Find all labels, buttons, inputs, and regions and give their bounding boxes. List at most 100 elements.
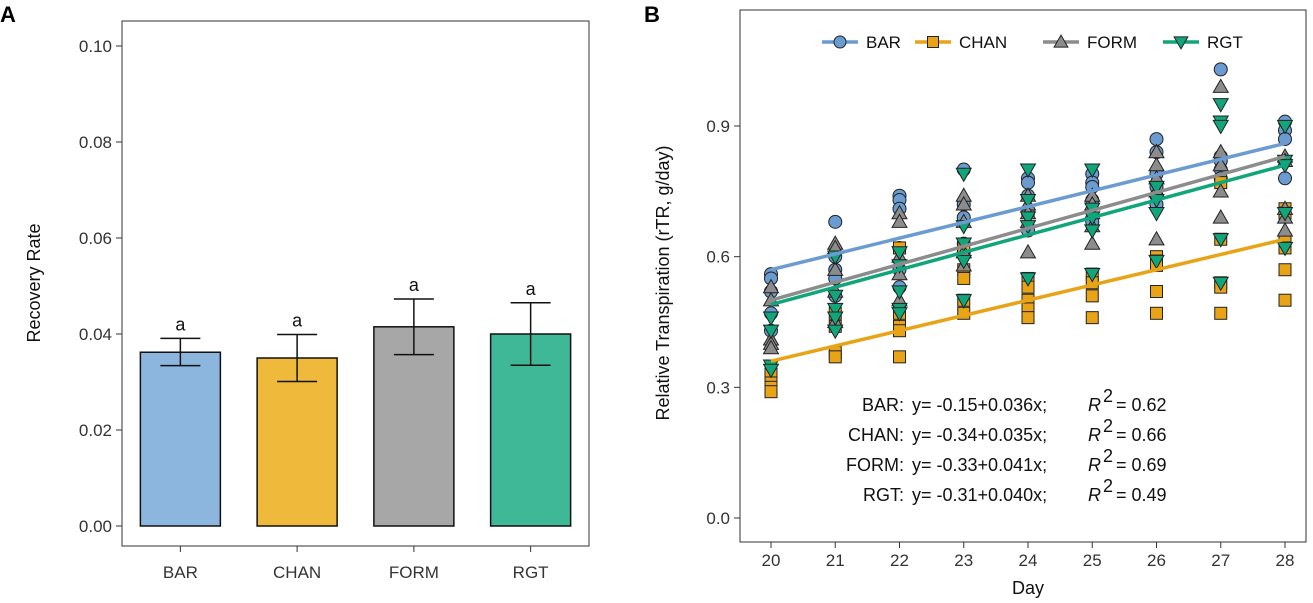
legend-label-form: FORM xyxy=(1087,33,1137,52)
y-tick-label: 0.0 xyxy=(706,509,730,528)
equation-group: RGT: xyxy=(863,485,904,505)
panel-b-x-axis: 20 21 22 23 24 25 26 27 28 xyxy=(762,542,1295,570)
x-tick-label: BAR xyxy=(163,563,198,582)
point-form xyxy=(891,213,908,228)
point-chan xyxy=(1278,263,1292,277)
panel-a-bars: a a a a xyxy=(139,275,572,527)
equation-r2-exponent: 2 xyxy=(1103,476,1113,496)
point-chan xyxy=(764,385,778,399)
point-form xyxy=(955,195,973,211)
panel-b-plot-border xyxy=(739,9,1307,543)
legend-label-chan: CHAN xyxy=(959,33,1007,52)
bar-chan xyxy=(256,357,338,527)
y-tick-label: 0.9 xyxy=(706,117,730,136)
panel-b-x-axis-title: Day xyxy=(1012,578,1044,598)
equation-r2-value: = 0.66 xyxy=(1116,425,1167,445)
point-chan xyxy=(957,271,971,285)
bar-bar xyxy=(139,351,222,527)
point-chan xyxy=(1214,306,1228,320)
point-rgt xyxy=(1276,119,1294,135)
point-rgt xyxy=(1212,233,1230,248)
x-tick-label: 27 xyxy=(1211,551,1230,570)
x-tick-label: 22 xyxy=(890,551,909,570)
point-bar xyxy=(1149,132,1164,147)
point-rgt xyxy=(762,324,780,340)
equation-r2-value: = 0.69 xyxy=(1116,455,1167,475)
point-chan xyxy=(1085,311,1099,325)
point-form xyxy=(1276,222,1294,237)
y-tick-label: 0.6 xyxy=(706,248,730,267)
point-bar xyxy=(1278,171,1292,186)
x-tick-label: 25 xyxy=(1083,551,1102,570)
y-tick-label: 0.10 xyxy=(79,37,112,56)
point-rgt xyxy=(1019,193,1037,209)
point-rgt xyxy=(1019,163,1037,179)
equation-formula: y= -0.34+0.035x; xyxy=(912,425,1047,445)
x-tick-label: CHAN xyxy=(273,563,321,582)
fit-line-rgt xyxy=(770,163,1286,307)
point-form xyxy=(1212,208,1230,224)
bar-form xyxy=(373,326,455,527)
panel-a-y-axis: 0.00 0.02 0.04 0.06 0.08 0.10 xyxy=(79,37,122,536)
significance-label: a xyxy=(526,279,537,299)
panel-label-b: B xyxy=(644,2,660,27)
panel-a-y-axis-title: Recovery Rate xyxy=(24,223,44,342)
x-tick-label: 28 xyxy=(1276,551,1295,570)
point-rgt xyxy=(1083,163,1101,179)
equation-r2-exponent: 2 xyxy=(1103,386,1113,406)
point-form xyxy=(826,261,844,276)
point-rgt xyxy=(1276,207,1294,222)
point-chan xyxy=(1150,306,1163,320)
x-tick-label: 24 xyxy=(1019,551,1038,570)
point-form xyxy=(1212,182,1230,198)
point-form xyxy=(1083,235,1101,250)
point-rgt xyxy=(1083,267,1101,283)
point-rgt xyxy=(955,254,973,270)
x-tick-label: 26 xyxy=(1147,551,1166,570)
point-rgt xyxy=(762,363,780,379)
point-form xyxy=(1148,230,1165,246)
point-rgt xyxy=(826,311,844,327)
x-tick-label: RGT xyxy=(513,563,549,582)
panel-b-fit-lines xyxy=(770,141,1286,363)
point-rgt xyxy=(955,167,973,183)
point-rgt xyxy=(891,307,908,322)
fit-line-chan xyxy=(770,237,1286,363)
point-rgt xyxy=(1212,119,1230,135)
significance-label: a xyxy=(175,314,186,334)
point-chan xyxy=(1021,311,1035,325)
equation-r2-value: = 0.62 xyxy=(1116,395,1167,415)
panel-b-legend: BAR CHAN FORM RGT xyxy=(822,33,1243,52)
equation-r2-exponent: 2 xyxy=(1103,416,1113,436)
fit-line-bar xyxy=(770,141,1286,272)
x-tick-label: 23 xyxy=(954,551,973,570)
legend-marker-form xyxy=(1053,34,1069,48)
point-bar xyxy=(1021,175,1035,190)
point-form xyxy=(1212,156,1230,172)
point-chan xyxy=(828,350,842,364)
point-rgt xyxy=(1276,241,1294,257)
point-rgt xyxy=(1212,98,1230,113)
legend-marker-chan xyxy=(927,36,939,48)
point-bar xyxy=(1213,62,1228,77)
equation-r2-label: R xyxy=(1088,485,1101,505)
point-rgt xyxy=(955,294,973,309)
legend-marker-rgt xyxy=(1173,36,1189,50)
point-form xyxy=(1148,156,1165,172)
equation-group: CHAN: xyxy=(848,425,904,445)
point-chan xyxy=(1150,285,1163,299)
panel-b-y-axis-title: Relative Transpiration (rTR, g/day) xyxy=(653,145,673,420)
point-rgt xyxy=(762,311,780,327)
panel-b-y-axis: 0.0 0.3 0.6 0.9 xyxy=(706,117,740,528)
y-tick-label: 0.02 xyxy=(79,421,112,440)
x-tick-label: 20 xyxy=(762,551,781,570)
point-rgt xyxy=(1148,254,1165,270)
panel-a-x-axis: BAR CHAN FORM RGT xyxy=(163,546,549,582)
equation-formula: y= -0.31+0.040x; xyxy=(912,485,1047,505)
point-rgt xyxy=(826,324,844,340)
x-tick-label: FORM xyxy=(389,563,439,582)
equation-r2-value: = 0.49 xyxy=(1116,485,1167,505)
point-chan xyxy=(1278,293,1292,307)
point-form xyxy=(1212,78,1230,93)
